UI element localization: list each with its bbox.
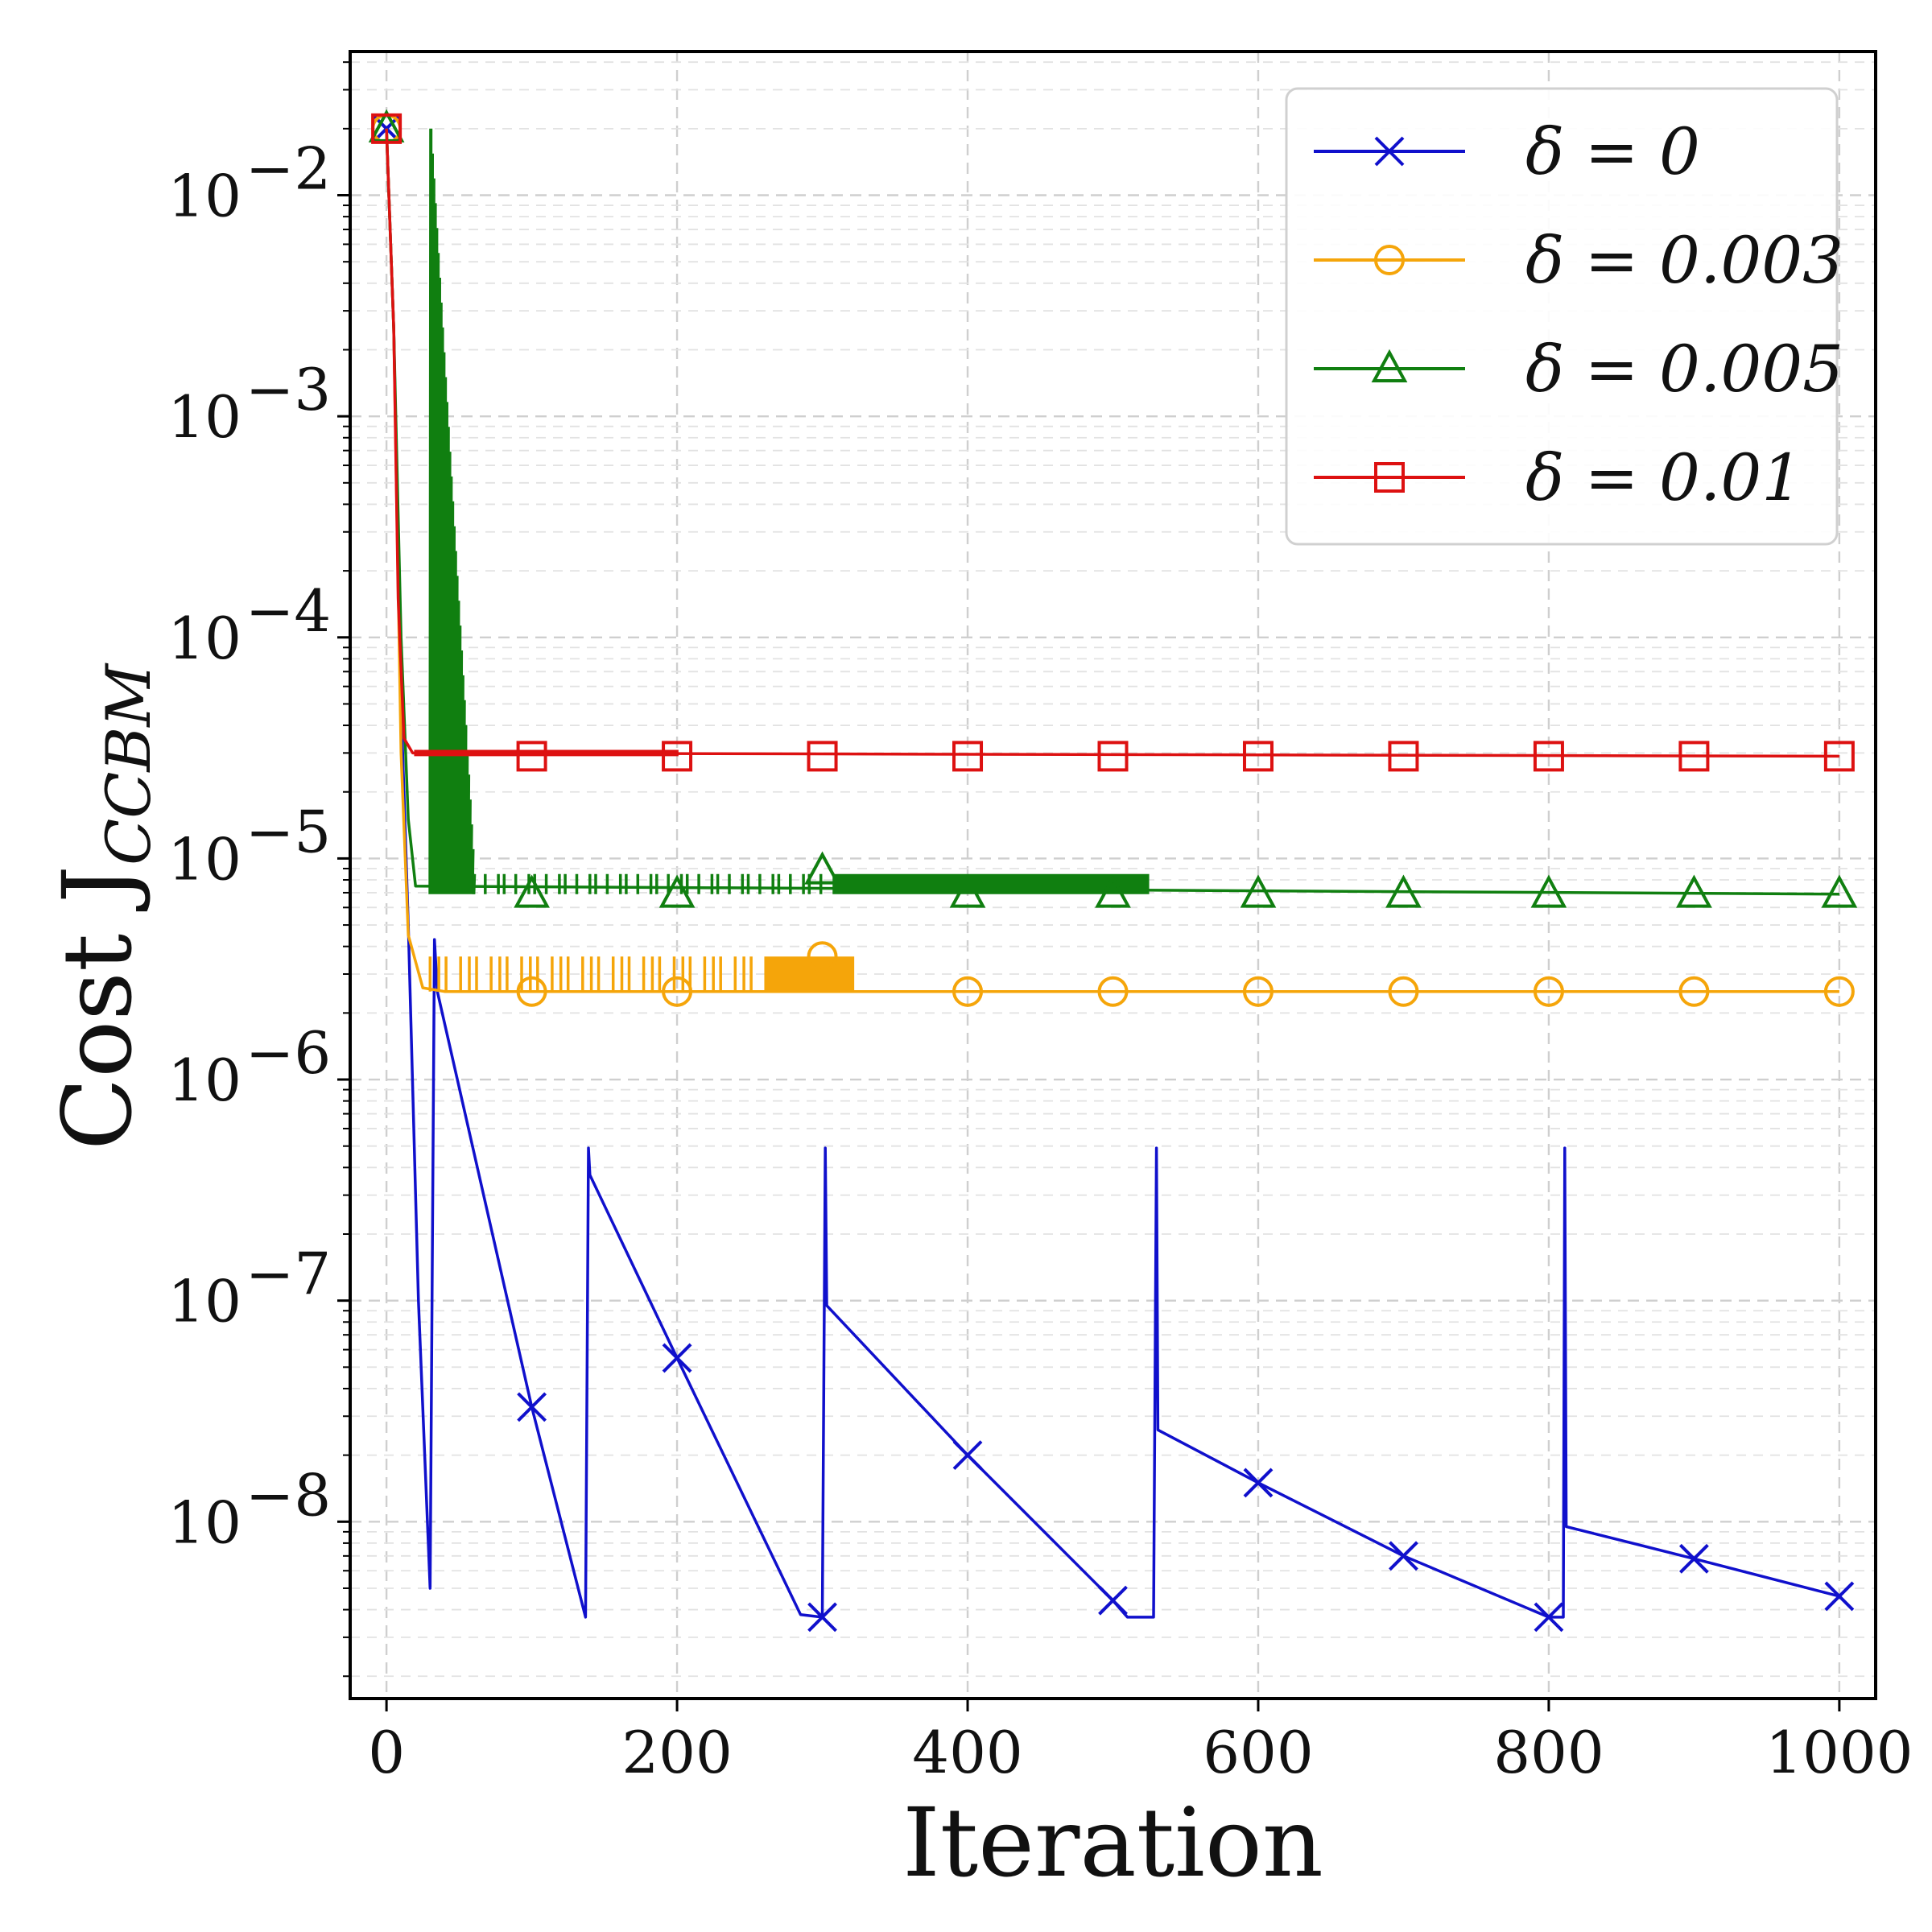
- data-point-delta-0-003: [516, 976, 547, 1007]
- data-point-delta-0: [807, 1602, 837, 1633]
- plot-frame: [349, 50, 1877, 1700]
- y-tick-label-base: 10: [167, 605, 242, 672]
- legend-entry-delta-0-01: δ = 0.01: [1314, 440, 1802, 515]
- y-tick-label-base: 10: [167, 1046, 242, 1114]
- oscillation-delta-0-005: [472, 873, 1150, 894]
- data-point-delta-0-01: [1823, 741, 1855, 772]
- data-point-delta-0: [517, 1392, 547, 1422]
- data-point-delta-0-003: [952, 976, 984, 1007]
- data-point-delta-0-01: [371, 113, 402, 144]
- data-point-delta-0-01: [1242, 741, 1274, 772]
- oscillation-delta-0-01: [414, 749, 679, 757]
- data-point-delta-0: [1389, 1541, 1418, 1571]
- legend-label-delta-0-01: δ = 0.01: [1525, 440, 1802, 515]
- series-layer: [368, 109, 1858, 1633]
- y-tick-label-base: 10: [167, 825, 242, 893]
- data-point-delta-0-003: [1823, 976, 1855, 1007]
- y-axis-title-subscript: CCBM: [93, 663, 164, 865]
- legend-marker-delta-0-003: [1374, 245, 1405, 275]
- y-tick-label-power: −7: [246, 1241, 331, 1308]
- legend-marker-delta-0: [1374, 136, 1405, 167]
- x-tick-label: 200: [621, 1719, 732, 1786]
- x-tick-label: 600: [1203, 1719, 1313, 1786]
- legend-marker-delta-0-01: [1374, 462, 1405, 493]
- data-point-delta-0-01: [952, 741, 984, 772]
- legend-box: [1285, 87, 1839, 546]
- data-point-delta-0: [952, 1440, 983, 1471]
- data-point-delta-0-005: [1530, 874, 1567, 908]
- legend-label-delta-0-005: δ = 0.005: [1525, 332, 1843, 407]
- data-point-delta-0: [1678, 1543, 1709, 1574]
- y-axis: 10−210−310−410−510−610−710−8: [167, 61, 350, 1678]
- data-point-delta-0-003: [1097, 976, 1129, 1007]
- data-point-delta-0: [1824, 1581, 1855, 1612]
- x-axis-title: Iteration: [902, 1787, 1323, 1898]
- data-point-delta-0-01: [662, 741, 693, 772]
- data-point-delta-0-005: [1385, 874, 1422, 908]
- legend-marker-delta-0-005: [1371, 349, 1408, 382]
- x-axis: 0 200 400 600 800 1000: [368, 1699, 1913, 1786]
- y-tick-label-base: 10: [167, 163, 242, 230]
- data-point-delta-0-005: [1240, 874, 1277, 908]
- series-delta-0-01: [371, 113, 1855, 772]
- legend-label-delta-0: δ = 0: [1525, 114, 1700, 189]
- data-point-delta-0: [1534, 1602, 1564, 1633]
- legend-entry-delta-0-005: δ = 0.005: [1314, 332, 1843, 407]
- y-tick-label-power: −5: [246, 798, 331, 865]
- data-point-delta-0-003: [1533, 976, 1564, 1007]
- data-point-delta-0-01: [1533, 741, 1564, 772]
- data-point-delta-0-003: [662, 976, 693, 1007]
- data-point-delta-0: [1098, 1585, 1128, 1616]
- data-point-delta-0-005: [1095, 874, 1131, 908]
- data-point-delta-0-005: [804, 851, 840, 885]
- x-tick-label: 400: [912, 1719, 1022, 1786]
- data-point-delta-0-01: [807, 741, 838, 772]
- legend: δ = 0 δ = 0.003 δ = 0.005 δ = 0.01: [1285, 87, 1843, 546]
- y-tick-label-base: 10: [167, 1268, 242, 1335]
- data-point-delta-0-005: [1821, 874, 1858, 908]
- data-point-delta-0-005: [514, 874, 550, 908]
- legend-label-delta-0-003: δ = 0.003: [1525, 223, 1843, 298]
- y-tick-label-base: 10: [167, 1488, 242, 1556]
- y-tick-label-power: −2: [246, 135, 331, 203]
- data-point-delta-0-01: [1097, 741, 1129, 772]
- data-point-delta-0: [662, 1343, 692, 1373]
- data-point-delta-0-005: [658, 874, 696, 908]
- y-tick-label-power: −3: [246, 356, 331, 423]
- y-tick-label-base: 10: [167, 383, 242, 451]
- data-point-delta-0-003: [1388, 976, 1419, 1007]
- grid: [350, 52, 1876, 1699]
- data-point-delta-0-01: [516, 741, 547, 772]
- data-point-delta-0: [1243, 1468, 1274, 1498]
- y-tick-label-power: −8: [246, 1461, 331, 1529]
- spike-delta-0-005: [428, 128, 477, 894]
- data-point-delta-0-003: [1242, 976, 1274, 1007]
- data-point-delta-0-01: [1388, 741, 1419, 772]
- data-point-delta-0-01: [1678, 741, 1710, 772]
- oscillation-delta-0-003: [428, 956, 855, 992]
- legend-entry-delta-0-003: δ = 0.003: [1314, 223, 1843, 298]
- legend-entry-delta-0: δ = 0: [1314, 114, 1700, 189]
- data-point-delta-0-003: [1678, 976, 1710, 1007]
- y-tick-label-power: −6: [246, 1019, 331, 1087]
- y-axis-title-base: Cost J: [42, 865, 153, 1150]
- x-tick-label: 800: [1493, 1719, 1604, 1786]
- data-point-delta-0-005: [1676, 874, 1712, 908]
- x-tick-label: 0: [368, 1719, 405, 1786]
- x-tick-label: 1000: [1765, 1719, 1913, 1786]
- series-delta-0: [371, 114, 1855, 1633]
- data-point-delta-0-005: [949, 874, 986, 908]
- y-axis-title: Cost JCCBM: [42, 663, 164, 1150]
- y-tick-label-power: −4: [246, 577, 331, 645]
- data-point-delta-0-003: [807, 941, 838, 972]
